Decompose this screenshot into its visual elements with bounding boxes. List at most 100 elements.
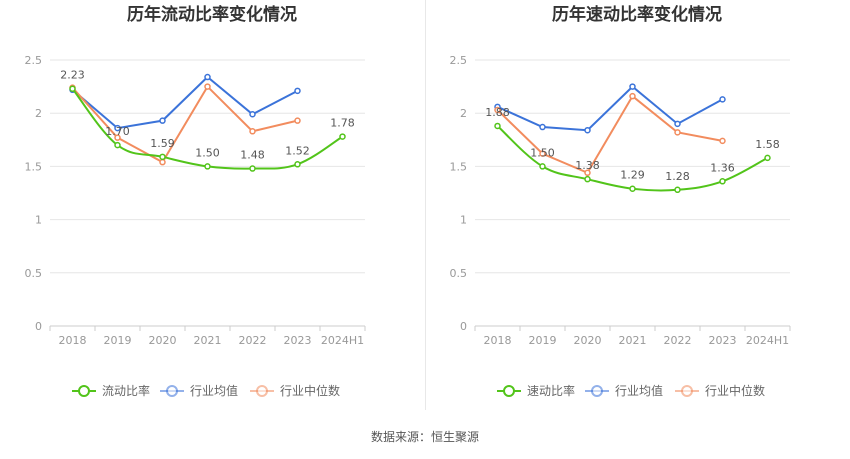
data-label: 1.36 — [710, 161, 735, 174]
data-point[interactable] — [204, 83, 211, 90]
legend-marker-icon — [256, 385, 268, 397]
legend-item-0[interactable]: 速动比率 — [497, 383, 575, 398]
data-point[interactable] — [159, 158, 166, 166]
data-point[interactable] — [159, 153, 166, 161]
legend-label: 速动比率 — [527, 383, 575, 398]
y-tick-label: 1 — [35, 214, 42, 227]
data-point[interactable] — [114, 141, 121, 149]
legend-item-2[interactable]: 行业中位数 — [675, 383, 765, 398]
data-source: 数据来源：恒生聚源 — [370, 430, 479, 444]
x-tick-label: 2024H1 — [746, 334, 789, 347]
legend-item-1[interactable]: 行业均值 — [585, 383, 663, 398]
legend-marker-icon — [681, 385, 693, 397]
data-point[interactable] — [249, 128, 256, 135]
x-tick-label: 2021 — [194, 334, 222, 347]
legend-label: 行业中位数 — [705, 383, 765, 398]
data-point[interactable] — [114, 124, 121, 132]
data-label: 1.38 — [575, 159, 600, 172]
x-tick-label: 2018 — [59, 334, 87, 347]
data-point[interactable] — [584, 175, 591, 183]
data-point[interactable] — [294, 117, 301, 124]
data-point[interactable] — [629, 92, 636, 100]
chart-divider — [425, 0, 426, 410]
data-point[interactable] — [629, 83, 636, 90]
x-tick-label: 2023 — [709, 334, 737, 347]
data-label: 1.70 — [105, 125, 130, 138]
data-point[interactable] — [294, 87, 301, 95]
x-tick-label: 2021 — [619, 334, 647, 347]
quick-series-line-2 — [496, 94, 723, 175]
x-tick-label: 2019 — [104, 334, 132, 347]
chart-title: 历年速动比率变化情况 — [552, 4, 722, 25]
quick-ratio-svg: 历年速动比率变化情况 0 0.5 1 1.5 2 2.5 2018 2019 2020 2021 20… — [450, 4, 791, 398]
data-point[interactable] — [539, 123, 546, 131]
data-point[interactable] — [674, 120, 681, 128]
data-point[interactable] — [719, 137, 726, 145]
legend-label: 行业均值 — [615, 383, 663, 398]
y-tick-label: 0.5 — [450, 267, 468, 280]
current-series-line-2 — [71, 84, 298, 164]
data-point[interactable] — [294, 161, 301, 168]
current-ratio-chart: 历年流动比率变化情况 0 0.5 1 1.5 2 2.5 2018 2019 2020 2021 20… — [0, 0, 425, 410]
data-point[interactable] — [719, 96, 726, 103]
legend-marker-icon — [591, 385, 603, 397]
quick-series-line-1 — [497, 85, 723, 132]
data-point[interactable] — [539, 163, 546, 170]
data-point[interactable] — [69, 85, 76, 92]
data-point[interactable] — [674, 186, 681, 194]
x-tick-label: 2023 — [284, 334, 312, 347]
data-point[interactable] — [539, 150, 546, 157]
legend-marker-icon — [503, 385, 515, 397]
data-point[interactable] — [629, 185, 636, 192]
y-tick-label: 2 — [35, 107, 42, 120]
x-tick-label: 2018 — [484, 334, 512, 347]
data-label: 1.52 — [285, 144, 310, 157]
legend-item-2[interactable]: 行业中位数 — [250, 383, 340, 398]
x-tick-label: 2019 — [529, 334, 557, 347]
data-point[interactable] — [719, 178, 726, 185]
y-tick-label: 0.5 — [25, 267, 43, 280]
data-label: 1.48 — [240, 149, 265, 162]
data-point[interactable] — [494, 106, 501, 114]
legend-marker-icon — [166, 385, 178, 397]
legend-label: 行业均值 — [190, 383, 238, 398]
data-point[interactable] — [674, 129, 681, 136]
y-tick-label: 1 — [460, 214, 467, 227]
data-point[interactable] — [159, 117, 166, 124]
data-label: 1.50 — [530, 146, 555, 159]
data-label: 1.28 — [665, 170, 690, 183]
y-tick-label: 2.5 — [450, 54, 468, 67]
x-tick-label: 2024H1 — [321, 334, 364, 347]
y-tick-label: 2 — [460, 107, 467, 120]
data-point[interactable] — [339, 133, 346, 140]
data-label: 1.88 — [485, 106, 510, 119]
data-point[interactable] — [764, 154, 771, 162]
x-tick-label: 2020 — [574, 334, 602, 347]
data-point[interactable] — [584, 169, 591, 177]
data-label: 1.29 — [620, 169, 645, 182]
data-label: 1.78 — [330, 117, 355, 130]
data-label: 1.59 — [150, 137, 175, 150]
data-label: 1.50 — [195, 146, 220, 159]
quick-ratio-chart: 历年速动比率变化情况 0 0.5 1 1.5 2 2.5 2018 2019 2020 2021 20… — [425, 0, 850, 410]
y-tick-label: 0 — [460, 320, 467, 333]
legend-label: 流动比率 — [102, 383, 150, 398]
y-tick-label: 2.5 — [25, 54, 43, 67]
data-point[interactable] — [204, 73, 211, 81]
data-point[interactable] — [494, 122, 501, 130]
x-tick-label: 2022 — [664, 334, 692, 347]
data-point[interactable] — [249, 111, 256, 118]
y-tick-label: 1.5 — [450, 160, 468, 173]
data-label: 1.58 — [755, 138, 780, 151]
y-tick-label: 1.5 — [25, 160, 43, 173]
x-tick-label: 2020 — [149, 334, 177, 347]
legend-item-0[interactable]: 流动比率 — [72, 383, 150, 398]
data-point[interactable] — [584, 126, 591, 134]
legend-label: 行业中位数 — [280, 383, 340, 398]
current-series-line-1 — [71, 75, 298, 130]
data-point[interactable] — [114, 134, 121, 141]
data-point[interactable] — [249, 165, 256, 172]
data-point[interactable] — [204, 163, 211, 170]
legend-item-1[interactable]: 行业均值 — [160, 383, 238, 398]
